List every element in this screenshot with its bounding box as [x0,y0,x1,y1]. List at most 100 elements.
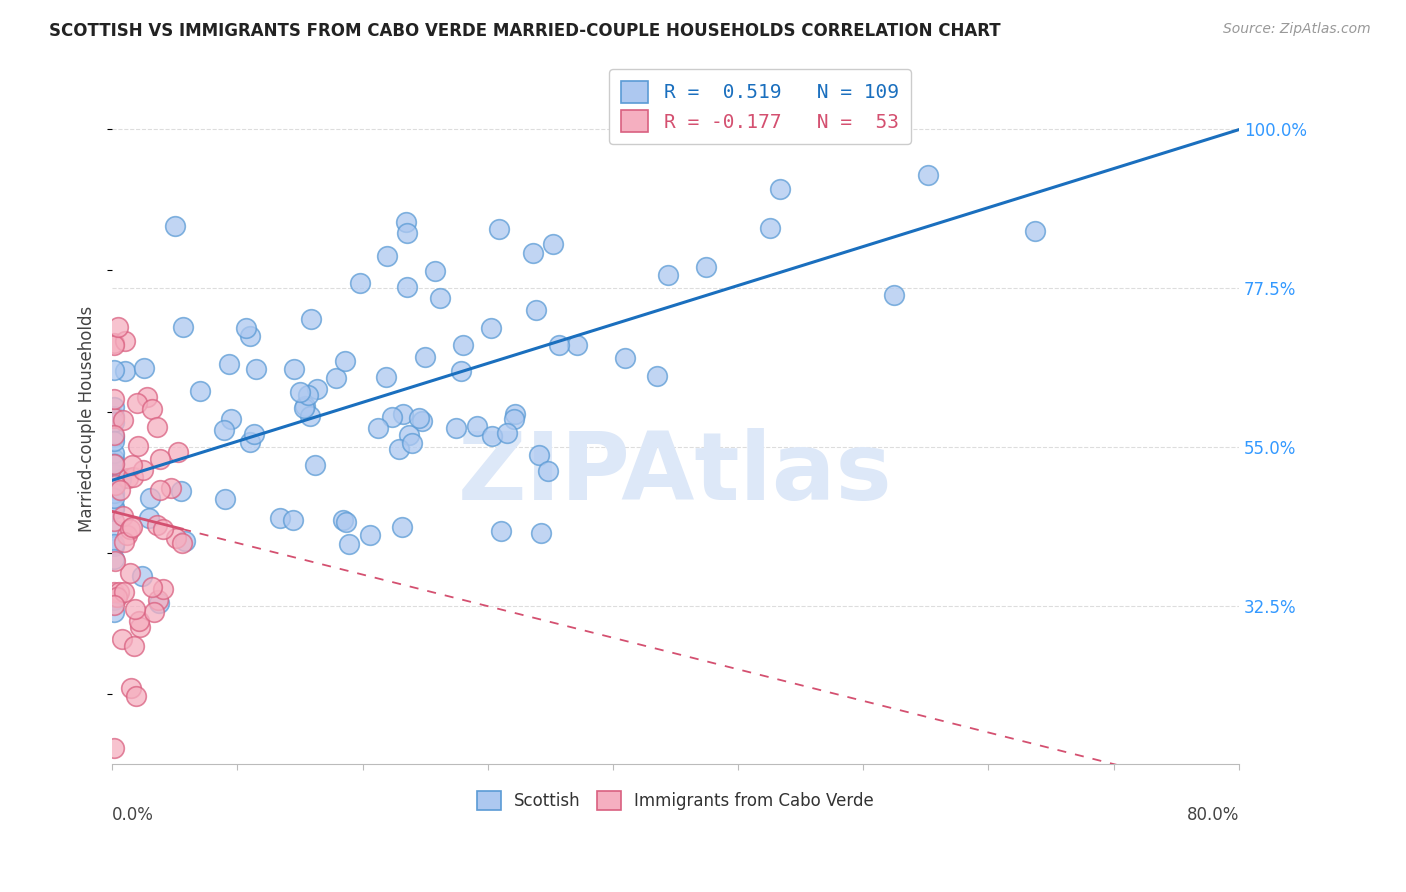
Point [567,338,589,352]
Point [488,222,510,236]
Point [121,458,143,473]
Point [103,470,125,484]
Point [917,168,939,182]
Text: 0.0%: 0.0% [112,805,155,823]
Point [152,582,174,597]
Point [349,277,371,291]
Point [103,446,125,460]
Point [103,335,125,350]
Point [269,511,291,525]
Point [299,312,322,326]
Point [212,423,235,437]
Text: SCOTTISH VS IMMIGRANTS FROM CABO VERDE MARRIED-COUPLE HOUSEHOLDS CORRELATION CHA: SCOTTISH VS IMMIGRANTS FROM CABO VERDE M… [49,22,1001,40]
Point [131,569,153,583]
Point [149,483,172,497]
Point [121,520,143,534]
Point [103,554,125,568]
Point [103,514,125,528]
Point [883,288,905,302]
Point [114,364,136,378]
Point [108,584,131,599]
Point [647,369,669,384]
Point [503,408,526,422]
Point [103,501,125,516]
Point [759,220,782,235]
Point [103,590,125,604]
Point [174,533,197,548]
Point [112,412,135,426]
Point [110,472,132,486]
Point [335,515,357,529]
Point [103,491,125,505]
Point [103,392,125,406]
Point [429,292,451,306]
Point [107,320,129,334]
Point [103,523,125,537]
Point [112,509,135,524]
Point [118,566,141,580]
Point [143,605,166,619]
Point [294,399,316,413]
Point [288,384,311,399]
Point [103,500,125,515]
Point [146,420,169,434]
Point [395,280,418,294]
Point [245,362,267,376]
Point [103,457,125,471]
Point [769,181,792,195]
Point [214,491,236,506]
Point [304,458,326,472]
Point [141,580,163,594]
Point [103,467,125,481]
Point [103,430,125,444]
Point [103,584,125,599]
Point [1024,224,1046,238]
Point [335,354,357,368]
Legend: Scottish, Immigrants from Cabo Verde: Scottish, Immigrants from Cabo Verde [470,782,882,818]
Point [529,448,551,462]
Point [283,362,305,376]
Point [398,428,420,442]
Point [522,245,544,260]
Point [103,428,125,442]
Point [132,360,155,375]
Point [188,384,211,398]
Point [502,412,524,426]
Point [235,320,257,334]
Point [103,605,125,619]
Point [167,445,190,459]
Point [136,390,159,404]
Point [425,264,447,278]
Point [413,350,436,364]
Point [103,410,125,425]
Point [128,620,150,634]
Point [152,522,174,536]
Point [298,409,321,424]
Point [395,214,418,228]
Point [122,639,145,653]
Point [118,522,141,536]
Text: ZIPAtlas: ZIPAtlas [458,428,893,520]
Point [103,338,125,352]
Point [292,401,315,415]
Point [103,363,125,377]
Point [496,425,519,440]
Point [172,536,194,550]
Point [103,456,125,470]
Point [163,219,186,234]
Point [524,302,547,317]
Point [218,357,240,371]
Point [613,351,636,365]
Point [243,426,266,441]
Point [132,463,155,477]
Point [367,420,389,434]
Point [103,409,125,423]
Point [465,419,488,434]
Point [530,526,553,541]
Point [481,429,503,443]
Point [450,364,472,378]
Point [359,528,381,542]
Point [122,470,145,484]
Point [112,585,135,599]
Point [768,121,790,136]
